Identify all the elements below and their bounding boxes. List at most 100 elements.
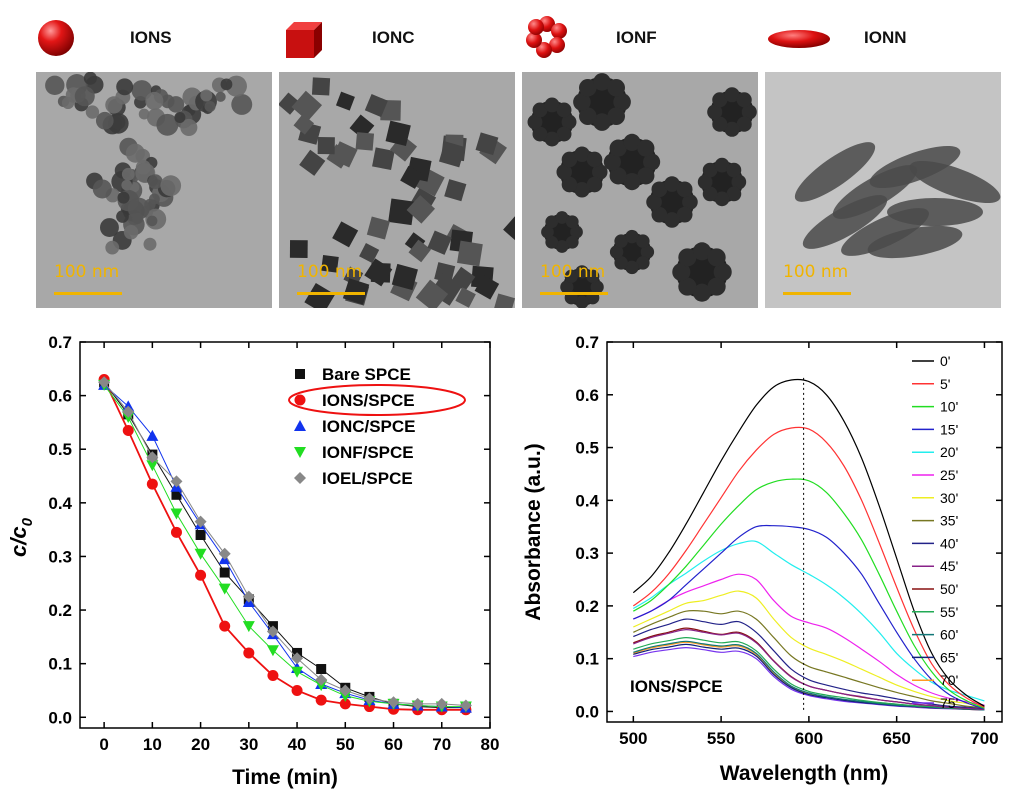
nanoparticle — [493, 293, 515, 308]
data-point — [267, 669, 279, 681]
nanoparticle — [444, 179, 467, 202]
legend-label: IONS/SPCE — [322, 391, 415, 410]
petal — [664, 212, 680, 228]
data-point — [295, 369, 305, 379]
flower-icon — [526, 16, 567, 58]
nanoparticle — [408, 239, 432, 263]
petal — [636, 234, 650, 248]
petal — [692, 283, 712, 302]
legend-label: 5' — [940, 376, 950, 392]
scale-bar — [54, 292, 122, 295]
petal — [545, 235, 559, 249]
plot-frame — [79, 341, 491, 729]
petal — [541, 225, 554, 239]
petal — [625, 229, 639, 244]
nanoparticle — [457, 240, 483, 267]
petal — [676, 181, 693, 198]
y-tick-label: 0.4 — [575, 491, 599, 510]
petal — [590, 280, 604, 294]
y-tick-label: 0.3 — [48, 547, 72, 566]
x-tick-label: 650 — [882, 729, 910, 748]
data-point — [291, 684, 303, 696]
petal — [561, 114, 577, 130]
tem-image-ionn: 100 nm — [765, 72, 1001, 308]
data-point — [122, 424, 134, 436]
petal — [579, 107, 597, 125]
petal — [565, 235, 579, 249]
nanoparticle — [372, 147, 395, 171]
data-point — [411, 697, 424, 710]
petal — [532, 102, 548, 118]
data-point — [194, 548, 207, 560]
petal — [625, 260, 639, 275]
nanoparticle — [204, 100, 216, 113]
fit-curve — [103, 384, 466, 708]
legend-label: 20' — [940, 444, 958, 460]
petal — [741, 104, 757, 120]
legend-label: 75' — [940, 695, 958, 711]
data-point — [218, 547, 231, 560]
nanoparticle — [83, 72, 97, 85]
petal — [614, 256, 628, 270]
nanoparticle — [127, 197, 150, 220]
nanoparticle — [231, 93, 253, 115]
petal — [712, 116, 728, 132]
nanorod — [909, 160, 1001, 204]
y-tick-label: 0.7 — [48, 333, 72, 352]
nanoparticle — [332, 221, 359, 248]
ionn-label: IONN — [864, 28, 907, 47]
petal — [692, 242, 712, 261]
nanoparticle — [105, 240, 120, 255]
nanoparticle — [400, 165, 424, 189]
legend-label: 15' — [940, 421, 958, 437]
highlight-ellipse — [288, 384, 466, 416]
y-tick-label: 0.6 — [575, 386, 599, 405]
series-ioel-spce — [98, 376, 472, 712]
spectrum-10min — [632, 478, 985, 709]
petal — [731, 174, 747, 190]
legend-label: 70' — [940, 672, 958, 688]
petal — [593, 73, 611, 91]
y-tick-label: 0.5 — [575, 439, 599, 458]
petal — [544, 97, 560, 113]
nanoparticle — [364, 94, 388, 118]
x-tick-label: 50 — [336, 735, 355, 754]
data-point — [218, 583, 231, 595]
petal — [574, 146, 590, 163]
nanoparticle — [167, 96, 185, 113]
data-point — [339, 698, 351, 710]
nanoparticle — [138, 108, 150, 120]
nanoparticle — [475, 132, 499, 156]
petal — [643, 153, 661, 171]
petal — [573, 93, 591, 111]
tem-image-ions: 100 nm — [36, 72, 272, 308]
petal — [636, 256, 650, 270]
petal — [707, 248, 726, 267]
petal — [545, 215, 559, 229]
degradation-kinetics-chart: 0 10 20 30 40 50 60 70 80 0.0 0.1 0.2 0.3 0.4 0.5 0.6 0.… — [6, 333, 499, 789]
data-point — [363, 692, 376, 705]
nanoparticle — [145, 91, 164, 111]
legend-label: IOEL/SPCE — [322, 469, 413, 488]
petal — [678, 248, 697, 267]
scale-bar — [783, 292, 851, 295]
petal — [586, 176, 603, 193]
x-tick-label: 70 — [432, 735, 451, 754]
petal — [707, 104, 723, 120]
absorbance-spectra-chart: 500 550 600 650 700 0.0 0.1 0.2 0.3 0.4 0.5 0.6 0.7 W… — [522, 333, 1003, 785]
nanoparticle — [220, 78, 233, 91]
petal — [736, 116, 752, 132]
nanoparticle — [116, 210, 129, 223]
nanoparticle — [135, 159, 151, 175]
legend-label: 55' — [940, 604, 958, 620]
petal — [724, 87, 740, 103]
data-point — [170, 526, 182, 538]
petal — [609, 139, 627, 157]
spectrum-55min — [633, 636, 985, 710]
data-point — [195, 569, 207, 581]
petal — [609, 167, 627, 185]
petal — [591, 164, 608, 180]
legend-label: 45' — [940, 558, 958, 574]
petal — [586, 151, 603, 168]
petal — [593, 113, 611, 131]
